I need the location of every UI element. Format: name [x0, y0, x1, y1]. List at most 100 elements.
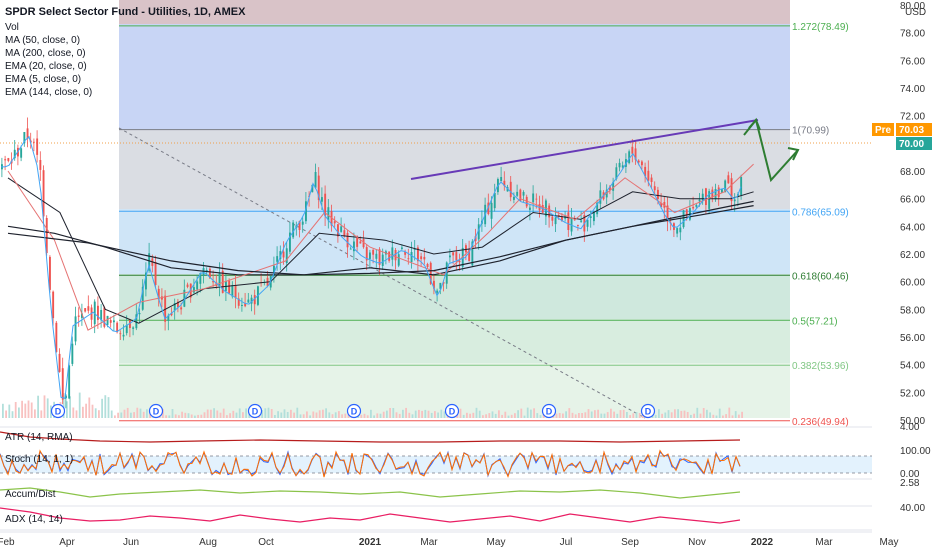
indicator-vol[interactable]: Vol — [5, 22, 19, 33]
volume-bar — [27, 400, 30, 418]
dividend-marker[interactable] — [444, 403, 460, 419]
candle-body — [164, 295, 167, 322]
volume-bar — [133, 412, 135, 418]
volume-bar — [139, 408, 142, 418]
volume-bar — [338, 411, 340, 418]
volume-bar — [274, 415, 276, 418]
candle-body — [305, 201, 307, 222]
dividend-marker[interactable] — [50, 403, 66, 419]
volume-bar — [517, 410, 519, 418]
price-axis[interactable]: 80.00 78.00 76.00 74.00 72.00 70.00 68.00 66.00… — [872, 0, 932, 532]
candle-body — [228, 280, 231, 294]
volume-bar — [344, 413, 347, 418]
fib-zones — [119, 0, 790, 418]
candle-body — [711, 189, 714, 198]
volume-bar — [190, 414, 193, 418]
volume-bar — [530, 409, 532, 418]
candle-body — [49, 256, 51, 290]
candle-body — [218, 273, 221, 287]
volume-bar — [622, 409, 625, 418]
volume-bar — [389, 408, 391, 418]
candle-body — [346, 232, 349, 248]
volume-bar — [578, 413, 580, 418]
volume-bar — [142, 411, 145, 418]
indicator-ema20[interactable]: EMA (20, close, 0) — [5, 61, 87, 72]
candle-body — [493, 193, 496, 209]
volume-bar — [229, 413, 231, 418]
candle-body — [509, 181, 512, 198]
candle-body — [138, 313, 141, 315]
candle-body — [148, 253, 151, 271]
resistance-trendline[interactable] — [410, 119, 759, 180]
candle-body — [26, 128, 29, 139]
volume-bar — [606, 412, 609, 418]
volume-bar — [21, 400, 23, 418]
candle-body — [740, 176, 743, 196]
accum-label[interactable]: Accum/Dist — [5, 489, 56, 500]
volume-bar — [117, 412, 119, 418]
candle-body — [7, 158, 10, 161]
volume-bar — [485, 414, 487, 418]
volume-bar — [616, 413, 619, 418]
x-tick-label: Jul — [560, 537, 573, 548]
volume-bar — [123, 409, 126, 418]
dividend-marker[interactable] — [640, 403, 656, 419]
dividend-marker[interactable] — [247, 403, 263, 419]
indicator-ma200[interactable]: MA (200, close, 0) — [5, 48, 86, 59]
candle-body — [657, 189, 659, 199]
dividend-marker[interactable] — [346, 403, 362, 419]
x-tick-label: Sep — [621, 537, 639, 548]
volume-bar — [210, 409, 212, 418]
indicator-ma50[interactable]: MA (50, close, 0) — [5, 35, 80, 46]
candle-body — [244, 303, 247, 307]
volume-bar — [72, 407, 75, 418]
indicator-ema5[interactable]: EMA (5, close, 0) — [5, 74, 81, 85]
volume-bar — [558, 413, 561, 418]
dividend-marker[interactable] — [541, 403, 557, 419]
candle-body — [97, 305, 99, 320]
stoch-label[interactable]: Stoch (14, 1, 1) — [5, 454, 73, 465]
candle-body — [282, 251, 285, 258]
time-axis[interactable]: Feb Apr Jun Aug Oct 2021 Mar May Jul Sep Nov 2022 Ma… — [0, 531, 932, 550]
candle-body — [311, 184, 314, 193]
x-tick-label: Mar — [420, 537, 438, 548]
indicator-ema144[interactable]: EMA (144, close, 0) — [5, 87, 92, 98]
volume-bar — [728, 407, 731, 418]
projection-arrowhead — [787, 147, 800, 161]
volume-bar — [66, 401, 68, 418]
candle-body — [679, 227, 682, 233]
volume-bar — [667, 410, 670, 418]
candle-body — [708, 191, 711, 209]
candle-body — [609, 186, 611, 191]
symbol-title[interactable]: SPDR Select Sector Fund - Utilities, 1D,… — [5, 6, 246, 18]
candle-body — [375, 253, 378, 259]
candle-body — [177, 301, 179, 308]
candle-body — [580, 220, 583, 222]
y-tick-label: 68.00 — [900, 167, 925, 178]
candle-body — [186, 284, 189, 287]
candle-body — [77, 315, 80, 317]
dividend-marker[interactable] — [148, 403, 164, 419]
premarket-badge — [872, 123, 894, 136]
volume-bar — [539, 415, 542, 418]
adx-label[interactable]: ADX (14, 14) — [5, 514, 63, 525]
volume-bar — [581, 413, 583, 418]
candle-body — [45, 218, 48, 253]
volume-bar — [699, 413, 702, 418]
dividend-marker-label: D — [449, 407, 456, 417]
dividend-marker-label: D — [55, 407, 62, 417]
volume-bar — [277, 411, 279, 418]
candle-body — [682, 210, 685, 228]
atr-label[interactable]: ATR (14, RMA) — [5, 432, 73, 443]
volume-bar — [376, 413, 379, 418]
volume-bar — [302, 414, 305, 418]
volume-bar — [462, 414, 465, 418]
volume-bar — [466, 412, 468, 418]
candle-body — [628, 151, 631, 164]
candle-body — [189, 283, 192, 298]
candle-body — [593, 211, 595, 222]
volume-bar — [40, 410, 43, 418]
candle-body — [641, 161, 643, 166]
volume-bar — [5, 410, 7, 418]
volume-bar — [286, 412, 289, 418]
